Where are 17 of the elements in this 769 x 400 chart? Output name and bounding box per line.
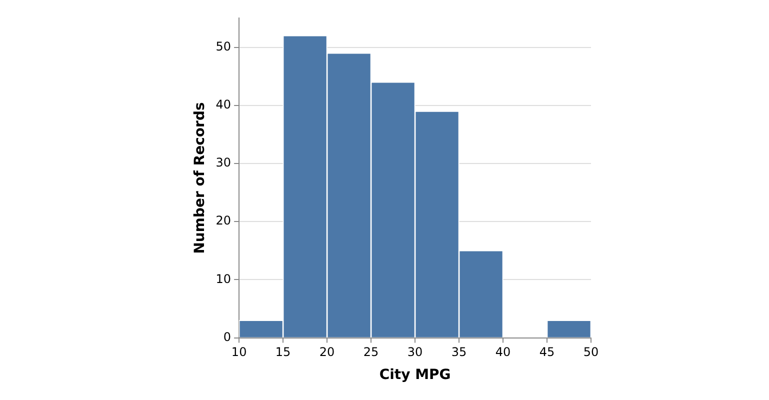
y-tick-label: 0 <box>223 330 232 344</box>
y-tick-label: 30 <box>216 156 232 170</box>
x-tick-label: 35 <box>451 345 467 360</box>
x-tick-label: 45 <box>539 345 555 360</box>
y-tick-label: 50 <box>216 39 232 54</box>
y-tick-label: 20 <box>216 214 232 228</box>
x-tick-label: 10 <box>231 345 247 360</box>
x-axis-title: City MPG <box>379 367 451 384</box>
x-tick-label: 30 <box>407 345 423 360</box>
x-tick-label: 50 <box>583 345 599 360</box>
x-tick-label: 15 <box>275 345 291 360</box>
y-tick-label: 40 <box>216 97 232 112</box>
y-axis-title: Number of Records <box>192 102 208 254</box>
y-tick-label: 10 <box>216 272 232 286</box>
x-tick-label: 40 <box>495 345 511 360</box>
x-tick-label: 20 <box>319 345 335 360</box>
x-tick-label: 25 <box>363 345 379 360</box>
